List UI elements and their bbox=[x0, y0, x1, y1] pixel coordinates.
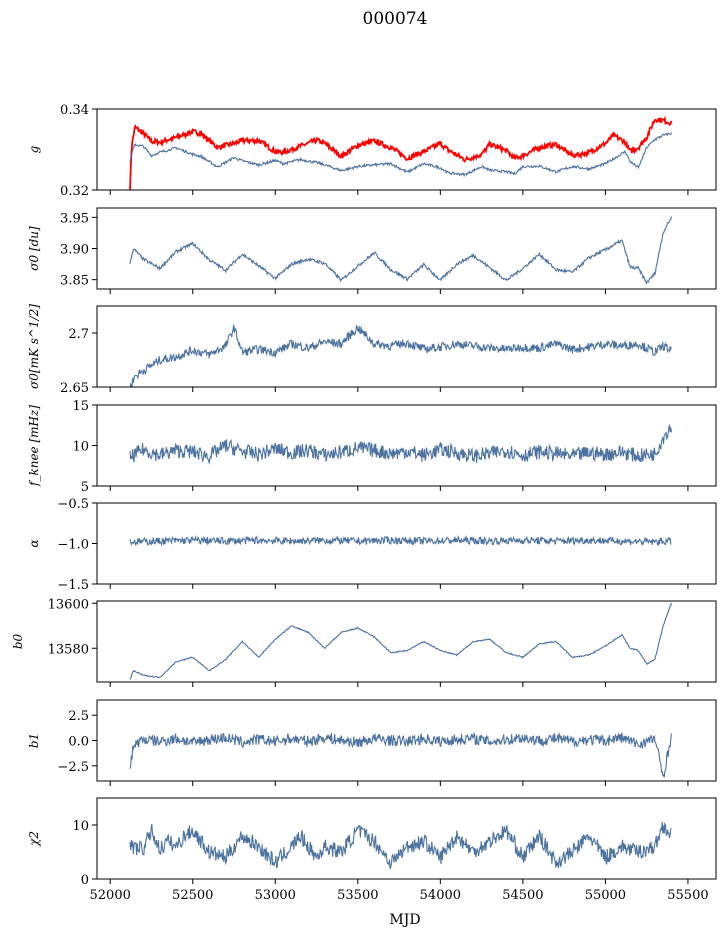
y-axis-label: σ0[mK s^1/2] bbox=[27, 304, 41, 389]
x-tick-label: 54500 bbox=[502, 888, 543, 903]
panel-2: 3.85 3.90 3.95 σ0 [du] bbox=[27, 207, 717, 294]
y-tick-label: 10 bbox=[72, 819, 89, 834]
y-axis-label: σ0 [du] bbox=[27, 226, 41, 271]
y-tick-label: 0.34 bbox=[60, 103, 89, 118]
panel-3: 2.65 2.7 σ0[mK s^1/2] bbox=[27, 304, 717, 396]
y-axis-label: g bbox=[27, 145, 41, 153]
panel-6: 13580 13600 b0 bbox=[11, 597, 717, 687]
y-tick-label: 0.32 bbox=[60, 184, 89, 199]
y-axis-label: b0 bbox=[11, 633, 25, 649]
y-tick-label: 3.85 bbox=[60, 274, 89, 289]
y-axis-label: f_knee [mHz] bbox=[27, 405, 41, 487]
y-tick-label: 0.0 bbox=[68, 735, 89, 750]
series-line-6-1 bbox=[129, 602, 672, 680]
series-line-3-1 bbox=[129, 324, 672, 387]
x-tick-label: 55000 bbox=[585, 888, 626, 903]
panel-1: 0.32 0.34 g bbox=[27, 103, 717, 199]
panel-7: −2.5 0.0 2.5 b1 bbox=[27, 699, 717, 786]
x-tick-label: 55500 bbox=[667, 888, 708, 903]
series-line-1-2 bbox=[129, 132, 672, 178]
series-line-4-1 bbox=[129, 424, 672, 465]
y-axis-label: b1 bbox=[27, 733, 41, 748]
y-tick-label: 2.7 bbox=[68, 327, 89, 342]
y-tick-label: −1.0 bbox=[57, 538, 89, 553]
y-tick-label: 10 bbox=[72, 440, 89, 455]
y-axis-label: χ2 bbox=[27, 831, 41, 847]
x-tick-label: 53500 bbox=[337, 888, 378, 903]
y-axis-label: α bbox=[27, 539, 41, 547]
series-line-8-1 bbox=[129, 821, 672, 870]
x-tick-label: 52000 bbox=[90, 888, 131, 903]
x-tick-label: 52500 bbox=[172, 888, 213, 903]
y-tick-label: 15 bbox=[72, 399, 89, 414]
axes-frame bbox=[96, 797, 717, 880]
panel-5: −1.5 −1.0 −0.5 α bbox=[27, 497, 717, 593]
y-tick-label: −2.5 bbox=[57, 760, 89, 775]
series-line-2-1 bbox=[129, 216, 672, 285]
y-tick-label: 13600 bbox=[48, 597, 89, 612]
y-tick-label: 3.90 bbox=[60, 243, 89, 258]
x-tick-label: 53000 bbox=[255, 888, 296, 903]
panel-4: 5 10 15 f_knee [mHz] bbox=[27, 399, 717, 495]
x-tick-label: 54000 bbox=[420, 888, 461, 903]
axes-frame bbox=[96, 305, 717, 388]
y-tick-label: 3.95 bbox=[60, 211, 89, 226]
panels: 0.32 0.34 g 3.85 3.90 3.95 σ0 [du] 2.65 2.7 σ0[mK… bbox=[11, 103, 717, 903]
y-tick-label: 0 bbox=[81, 873, 89, 888]
y-tick-label: 5 bbox=[81, 480, 89, 495]
series-line-5-1 bbox=[129, 534, 672, 547]
y-tick-label: 2.65 bbox=[60, 381, 89, 396]
figure-title: 000074 bbox=[363, 9, 428, 29]
y-tick-label: −0.5 bbox=[57, 497, 89, 512]
series-line-1-1 bbox=[129, 115, 673, 190]
axes-frame bbox=[96, 108, 717, 191]
x-axis-label: MJD bbox=[389, 912, 420, 928]
series-line-7-1 bbox=[129, 731, 672, 778]
y-tick-label: 2.5 bbox=[68, 709, 89, 724]
axes-frame bbox=[96, 600, 717, 683]
y-tick-label: 13580 bbox=[48, 642, 89, 657]
y-tick-label: −1.5 bbox=[57, 578, 89, 593]
panel-8: 0 10 χ2 bbox=[27, 797, 717, 888]
